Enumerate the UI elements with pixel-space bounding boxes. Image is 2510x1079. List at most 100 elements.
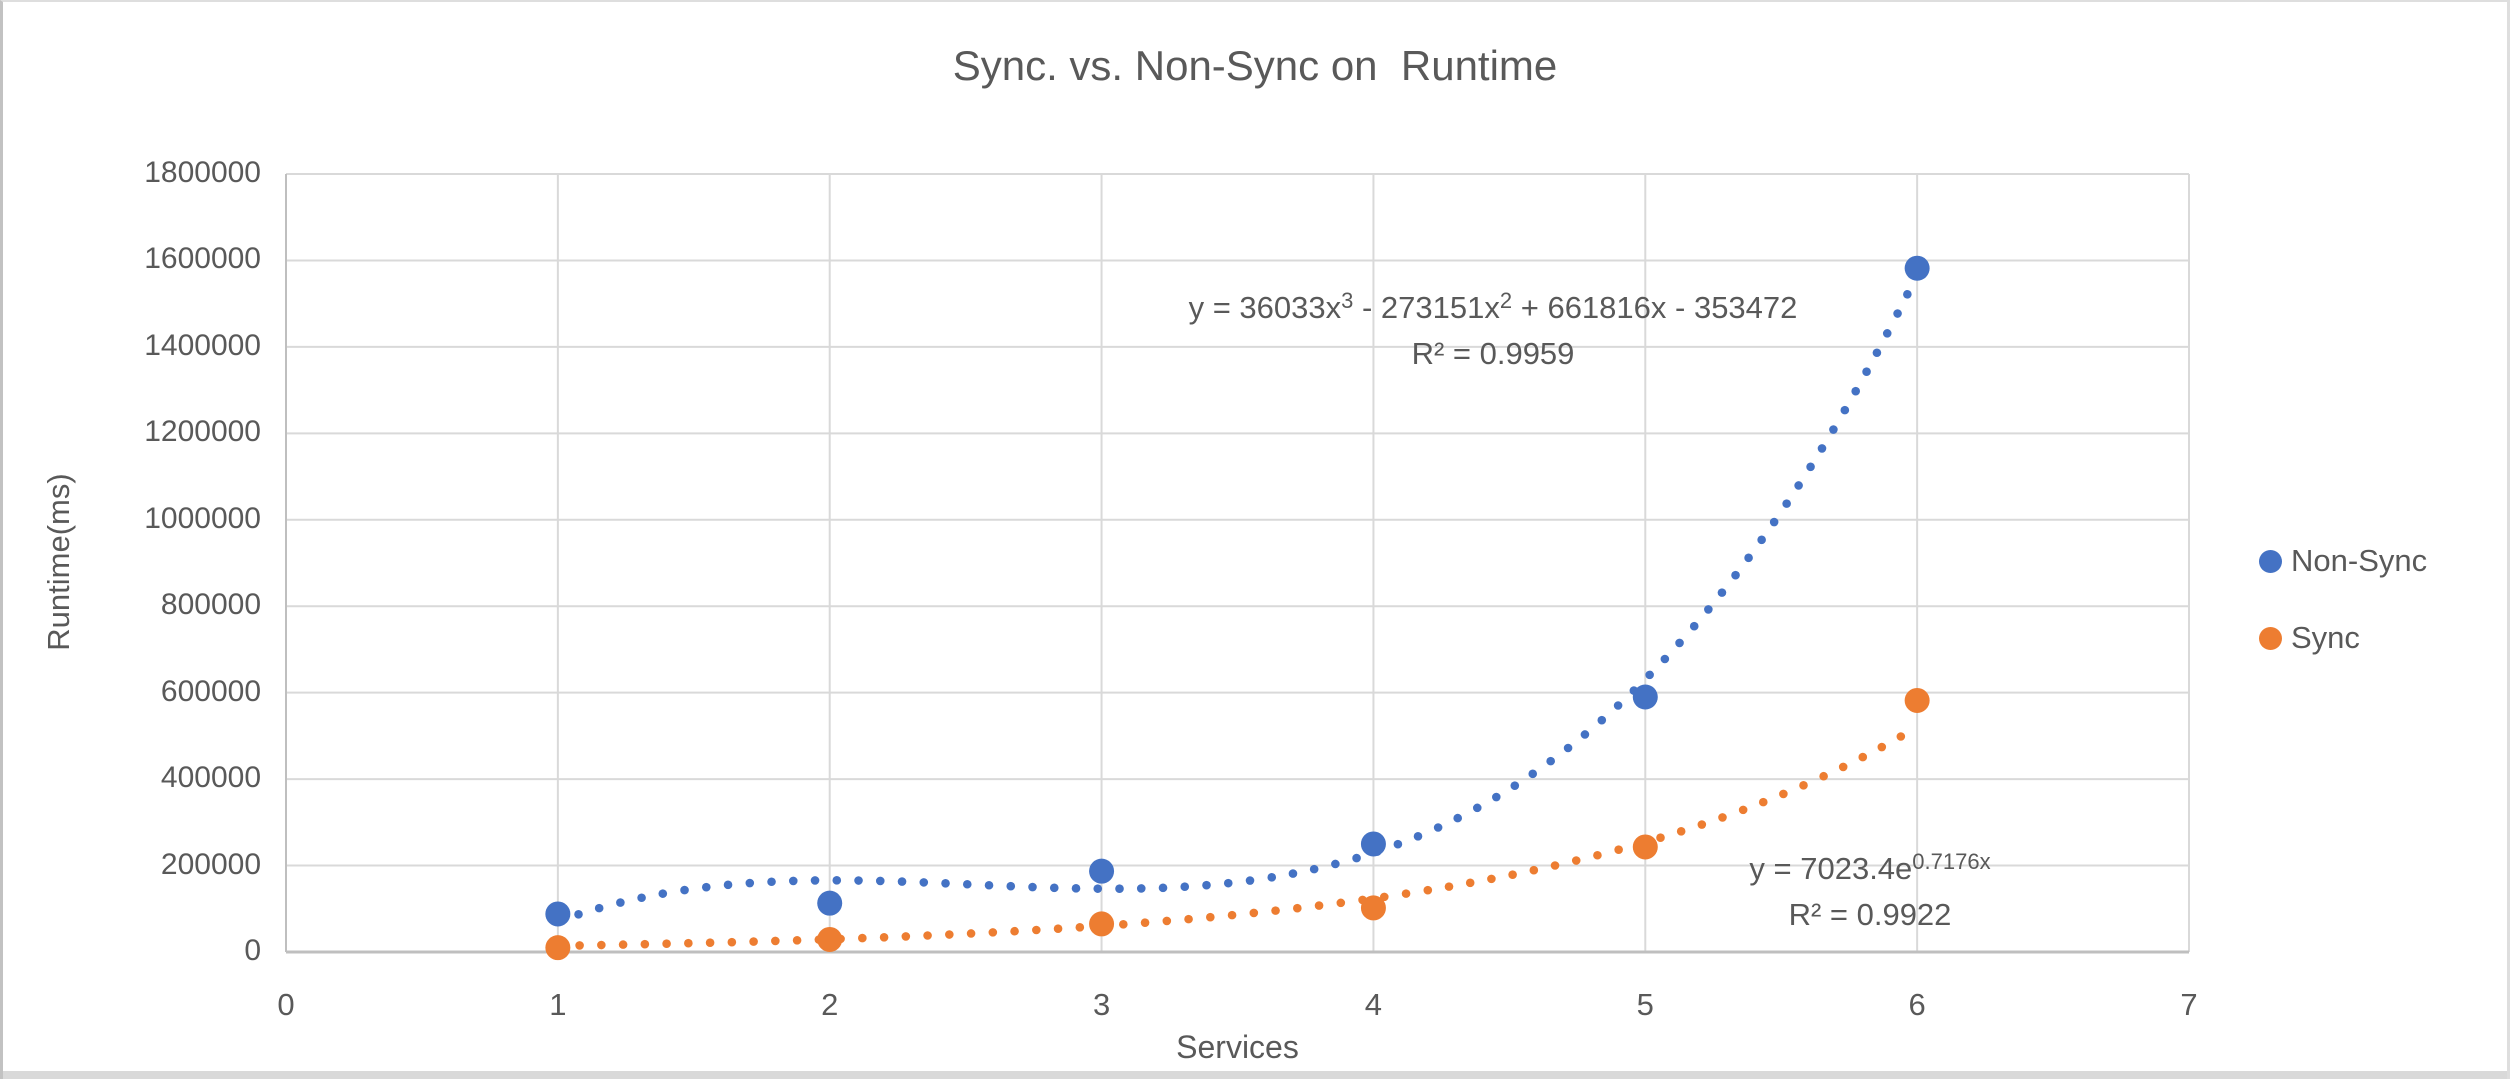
trendline-dot-non-sync <box>1882 329 1892 338</box>
legend-label-sync: Sync <box>2291 620 2360 655</box>
trendline-dot-sync <box>1271 906 1280 915</box>
trendline-dot-non-sync <box>1782 499 1791 508</box>
trendline-dot-sync <box>727 937 737 947</box>
trendline-dot-non-sync <box>1613 701 1623 710</box>
trendline-dot-sync <box>597 940 606 950</box>
trendline-dot-non-sync <box>962 879 972 889</box>
trendline-dot-sync <box>1858 752 1868 762</box>
trendline-dot-sync <box>1162 916 1172 926</box>
trendline-dot-non-sync <box>1528 769 1538 779</box>
trendline-dot-sync <box>1293 903 1302 913</box>
trendline-dot-sync <box>1508 870 1517 879</box>
trendline-dot-non-sync <box>941 878 950 888</box>
trendline-dot-non-sync <box>767 877 776 887</box>
data-point-sync <box>817 926 843 952</box>
trendline-dot-non-sync <box>1597 715 1607 725</box>
trendline-dot-non-sync <box>1180 882 1190 892</box>
trendline-dot-sync <box>771 936 780 946</box>
trendline-dot-non-sync <box>1794 481 1803 490</box>
trendline-dot-sync <box>618 940 628 949</box>
equation-text: y = 7023.4e <box>1749 851 1913 886</box>
trendline-dot-sync <box>1401 889 1411 898</box>
trendline-dot-non-sync <box>1028 882 1037 892</box>
trendline-equation-non-sync-formula: y = 36033x3 - 273151x2 + 661816x - 35347… <box>1043 281 1943 328</box>
trendline-dot-non-sync <box>1267 873 1277 882</box>
data-point-non-sync <box>1089 858 1115 884</box>
trendline-dot-sync <box>1571 856 1581 865</box>
trendline-dot-non-sync <box>1136 884 1146 893</box>
trendline-dot-non-sync <box>1769 517 1779 527</box>
equation-text: - 273151x <box>1353 290 1500 325</box>
trendline-dot-non-sync <box>1245 876 1255 885</box>
trendline-dot-non-sync <box>1433 823 1443 832</box>
trendline-dot-sync <box>662 939 671 949</box>
trendline-dot-non-sync <box>832 876 842 885</box>
trendline-dot-non-sync <box>1472 803 1482 813</box>
trendline-dot-non-sync <box>574 909 583 919</box>
data-point-sync <box>1632 834 1658 860</box>
equation-text: y = 36033x <box>1188 290 1342 325</box>
trendline-equation-non-sync-r2: R² = 0.9959 <box>1411 336 1575 371</box>
legend-label-non-sync: Non-Sync <box>2291 543 2428 578</box>
trendline-dot-sync <box>1676 827 1686 836</box>
data-point-non-sync <box>1632 684 1658 710</box>
trendline-dot-sync <box>1184 914 1193 924</box>
data-point-non-sync <box>1904 255 1930 281</box>
trendline-dot-non-sync <box>1893 309 1902 318</box>
data-point-non-sync <box>817 890 843 916</box>
trendline-dot-non-sync <box>1453 813 1463 823</box>
trendline-dot-sync <box>1529 865 1539 875</box>
trendline-dot-non-sync <box>1309 864 1319 874</box>
trendline-dot-sync <box>923 931 932 940</box>
trendline-dot-sync <box>1465 878 1475 888</box>
trendline-dot-sync <box>640 939 650 949</box>
trendline-dot-non-sync <box>1675 638 1684 648</box>
trendline-dot-non-sync <box>1903 289 1912 299</box>
trendline-dot-non-sync <box>1413 831 1423 841</box>
trendline-dot-non-sync <box>658 889 668 898</box>
trendline-dot-sync <box>1697 820 1707 829</box>
trendline-dot-non-sync <box>897 877 907 886</box>
trendline-dot-non-sync <box>1563 743 1573 753</box>
data-point-sync <box>1904 687 1930 713</box>
trendline-dot-sync <box>1614 845 1623 854</box>
trendline-dot-sync <box>792 936 802 945</box>
trendline-dot-sync <box>1140 918 1150 927</box>
trendline-dot-non-sync <box>1006 881 1016 891</box>
trendline-dot-sync <box>705 938 715 948</box>
equation-superscript: 0.7176x <box>1912 849 1991 874</box>
trendline-dot-sync <box>1758 797 1768 807</box>
trendline-dot-non-sync <box>854 876 863 885</box>
x-axis-title: Services <box>1176 1029 1299 1065</box>
data-point-sync <box>1360 895 1386 921</box>
trendline-dot-sync <box>1738 805 1748 815</box>
trendline-dot-sync <box>1487 874 1496 884</box>
trendline-equation-sync-formula: y = 7023.4e0.7176x <box>1520 842 2220 889</box>
trendline-dot-sync <box>1314 901 1324 910</box>
equation-text: + 661816x - 353472 <box>1512 290 1798 325</box>
trendline-dot-non-sync <box>680 885 689 895</box>
trendline-dot-sync <box>1718 813 1727 822</box>
plot-area <box>285 173 2190 961</box>
trendline-dot-sync <box>901 932 911 941</box>
trendline-dot-non-sync <box>745 878 755 888</box>
trendline-dot-non-sync <box>637 893 646 903</box>
trendline-dot-sync <box>1593 850 1602 860</box>
trendline-dot-non-sync <box>1731 570 1740 580</box>
trendline-dot-sync <box>1550 861 1560 870</box>
trendline-dot-non-sync <box>1510 781 1520 790</box>
trendline-dot-non-sync <box>1862 367 1871 376</box>
trendline-dot-sync <box>684 938 693 948</box>
trendline-dot-sync <box>1423 885 1433 895</box>
trendline-dot-non-sync <box>875 876 885 886</box>
trendline-equation-sync: y = 7023.4e0.7176x R² = 0.9922 <box>1520 842 2220 935</box>
trendline-dot-sync <box>1819 771 1828 781</box>
trendline-equation-sync-r2: R² = 0.9922 <box>1788 897 1952 932</box>
trendline-dot-sync <box>1896 732 1906 741</box>
trendline-dot-sync <box>1119 920 1128 929</box>
trendline-dot-sync <box>1779 789 1788 799</box>
trendline-dot-non-sync <box>1093 884 1103 893</box>
trendline-dot-sync <box>749 937 758 946</box>
trendline-dot-sync <box>966 929 976 938</box>
